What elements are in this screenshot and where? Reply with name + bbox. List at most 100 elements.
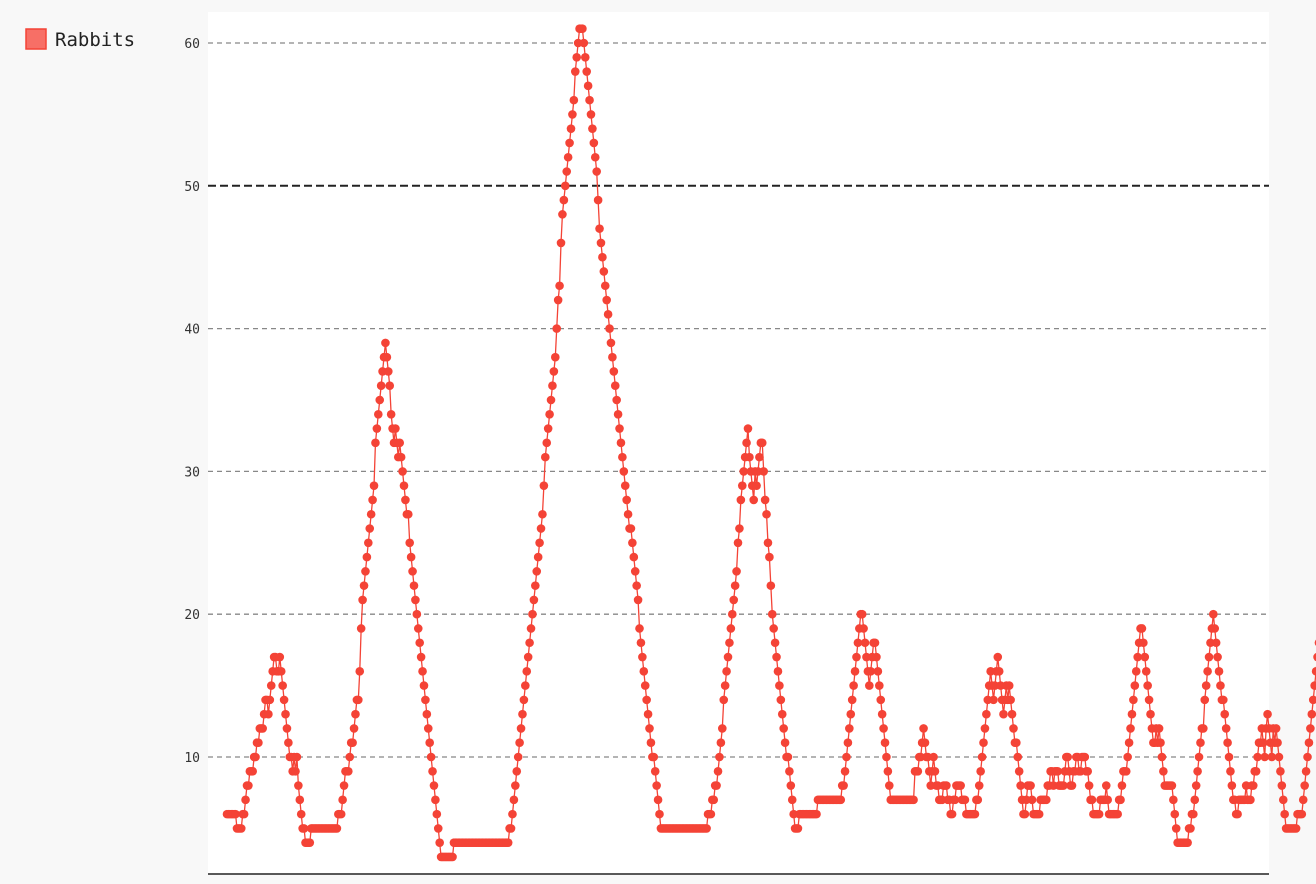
data-point [1113, 809, 1122, 819]
data-point [418, 667, 427, 676]
data-point [786, 781, 796, 790]
data-point [336, 809, 346, 819]
data-point [1144, 695, 1154, 705]
data-point [1263, 709, 1272, 719]
data-point [1223, 738, 1232, 748]
data-point [646, 738, 656, 748]
data-point [859, 624, 868, 633]
data-point [976, 766, 985, 776]
data-point [542, 438, 552, 448]
data-point [882, 752, 891, 762]
data-point [1154, 724, 1164, 733]
data-point [626, 524, 636, 533]
data-point [1298, 795, 1308, 805]
data-point [281, 709, 290, 719]
data-point [509, 795, 519, 805]
data-point [772, 652, 781, 662]
data-point [993, 652, 1003, 662]
data-point [1271, 724, 1281, 733]
data-point [770, 638, 780, 648]
data-point [433, 824, 443, 833]
data-point [712, 781, 721, 790]
data-point [419, 681, 429, 690]
data-point [979, 738, 988, 748]
data-point [610, 381, 620, 391]
data-point [513, 752, 523, 762]
data-point [1186, 824, 1195, 833]
data-point [994, 667, 1004, 676]
data-point [1084, 781, 1094, 790]
data-point [1224, 752, 1234, 762]
data-point [1059, 781, 1068, 790]
data-point [970, 809, 980, 819]
data-point [623, 509, 633, 519]
data-point [613, 409, 623, 419]
data-point [528, 609, 537, 619]
data-point [608, 352, 617, 362]
data-point [284, 738, 293, 748]
data-point [872, 652, 881, 662]
data-point [909, 795, 918, 805]
data-point [592, 167, 601, 176]
data-point [369, 481, 379, 490]
data-point [1156, 738, 1165, 748]
data-point [1094, 809, 1104, 819]
data-point [767, 609, 777, 619]
data-point [749, 495, 758, 505]
data-point [1251, 766, 1261, 776]
data-point [529, 595, 539, 605]
data-point [1248, 781, 1258, 790]
data-point [1129, 695, 1138, 705]
data-point [511, 781, 520, 790]
data-point [876, 695, 886, 705]
data-point [565, 138, 574, 148]
data-point [812, 809, 821, 819]
data-point [1013, 752, 1023, 762]
data-point [866, 667, 876, 676]
data-point [843, 738, 853, 748]
data-point [652, 781, 661, 790]
data-point [1194, 752, 1204, 762]
data-point [411, 595, 420, 605]
data-point [351, 709, 360, 719]
data-point [757, 438, 767, 448]
data-point [1273, 738, 1282, 748]
data-point [382, 352, 392, 362]
data-point [546, 395, 556, 405]
data-point [555, 281, 564, 291]
data-point [702, 824, 711, 833]
data-point [709, 795, 719, 805]
data-point [523, 652, 533, 662]
data-point [598, 252, 607, 262]
data-point [580, 52, 590, 62]
data-point [602, 295, 611, 305]
data-point [278, 681, 287, 690]
data-point [372, 424, 382, 433]
data-point [1087, 795, 1097, 805]
data-point [396, 452, 406, 462]
data-point [595, 224, 604, 233]
data-point [718, 724, 727, 733]
data-point [425, 738, 434, 748]
data-point [787, 795, 797, 805]
data-point [745, 452, 754, 462]
data-point [1304, 738, 1314, 748]
data-point [1211, 638, 1221, 648]
data-point [399, 481, 409, 490]
data-point [1204, 652, 1214, 662]
data-point [413, 624, 423, 633]
data-point [742, 438, 751, 448]
data-point [870, 638, 880, 648]
data-point [401, 495, 410, 505]
data-point [713, 766, 723, 776]
data-point [339, 781, 349, 790]
data-point [1306, 724, 1315, 733]
data-point [643, 709, 653, 719]
data-point [793, 824, 803, 833]
data-point [630, 567, 640, 576]
data-point [349, 724, 359, 733]
data-point [1127, 709, 1137, 719]
data-point [612, 395, 621, 405]
data-point [538, 509, 547, 519]
data-point [883, 766, 893, 776]
